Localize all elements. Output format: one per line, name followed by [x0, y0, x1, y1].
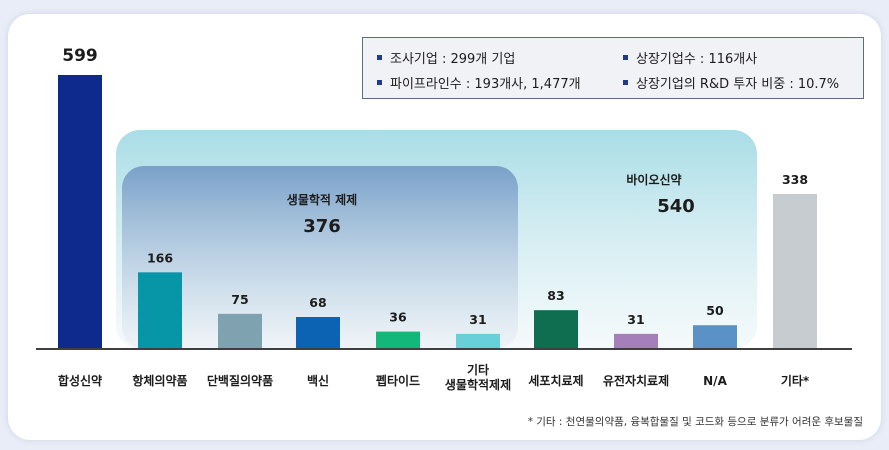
square-bullet-icon [623, 55, 628, 60]
bar [614, 333, 658, 348]
category-label: N/A [703, 374, 727, 388]
square-bullet-icon [377, 55, 382, 60]
legend-item: 파이프라인수 : 193개사, 1,477개 [377, 73, 581, 92]
footnote: * 기타 : 천연물의약품, 융복합물질 및 코드화 등으로 분류가 어려운 후… [527, 416, 863, 428]
group-panel-biologics [122, 166, 518, 349]
data-label: 83 [547, 288, 564, 303]
bar [376, 331, 420, 348]
data-label: 36 [389, 310, 407, 325]
legend-item: 조사기업 : 299개 기업 [377, 48, 515, 67]
bar [534, 310, 578, 348]
square-bullet-icon [623, 80, 628, 85]
group-label-bio-new-drug: 바이오신약 [626, 172, 681, 187]
data-label: 166 [147, 250, 173, 265]
data-label: 599 [62, 46, 98, 66]
bar [773, 193, 817, 348]
data-label: 31 [627, 312, 644, 327]
data-label: 50 [706, 303, 724, 318]
legend-item: 상장기업의 R&D 투자 비중 : 10.7% [623, 73, 839, 92]
bar [693, 325, 737, 348]
info-legend-box: 조사기업 : 299개 기업 상장기업수 : 116개사 파이프라인수 : 19… [362, 37, 864, 99]
category-label: 기타* [781, 373, 810, 388]
category-label: 펩타이드 [376, 373, 420, 388]
category-label: 합성신약 [58, 373, 102, 388]
category-label: 항체의약품 [132, 373, 187, 388]
category-label: 단백질의약품 [207, 373, 273, 388]
bar [138, 272, 182, 348]
category-label: 기타 생물학적제제 [445, 362, 511, 392]
category-label: 유전자치료제 [603, 373, 669, 388]
data-label: 75 [231, 292, 248, 307]
data-label: 338 [782, 172, 808, 187]
group-value-biologics: 376 [303, 216, 341, 237]
group-label-biologics: 생물학적 제제 [287, 192, 357, 207]
category-label: 세포치료제 [528, 373, 583, 388]
bar [456, 333, 500, 348]
bar [218, 313, 262, 348]
legend-item: 상장기업수 : 116개사 [623, 48, 757, 67]
square-bullet-icon [377, 80, 382, 85]
bar [296, 317, 340, 348]
category-label: 백신 [307, 373, 329, 388]
bar [58, 75, 102, 348]
data-label: 31 [469, 312, 486, 327]
group-value-bio-new-drug: 540 [657, 196, 695, 217]
data-label: 68 [309, 295, 326, 310]
